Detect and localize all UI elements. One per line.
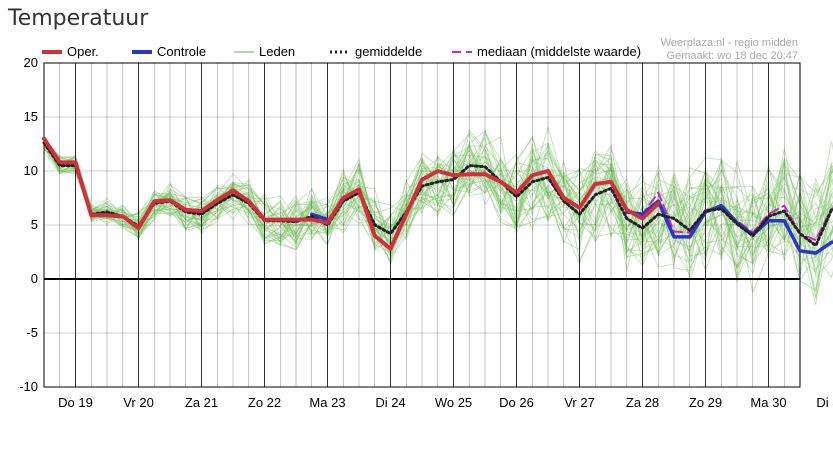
x-tick-label: Di 24	[375, 395, 405, 410]
series-line-oper	[42, 136, 661, 251]
x-tick-label: Wo 25	[435, 395, 472, 410]
member-line	[43, 139, 833, 267]
x-tick-label: Zo 29	[689, 395, 722, 410]
member-line	[43, 131, 833, 263]
legend-label: Leden	[259, 44, 295, 59]
y-tick-label: 5	[31, 217, 38, 232]
member-line	[43, 128, 833, 283]
member-line	[43, 136, 833, 275]
x-tick-label: Ma 23	[309, 395, 345, 410]
x-tick-label: Vr 20	[123, 395, 154, 410]
y-axis: 20 15 10 5 0 -5 -10	[19, 55, 38, 394]
x-axis-labels: Do 19 Vr 20 Za 21 Zo 22 Ma 23 Di 24 Wo 25 Do 26…	[58, 395, 833, 410]
legend-label: Controle	[157, 44, 206, 59]
member-line	[43, 137, 833, 263]
page-title: Temperatuur	[8, 6, 149, 31]
legend-label: Oper.	[67, 44, 99, 59]
plot-frame	[43, 62, 801, 388]
member-line	[43, 137, 833, 279]
temperature-chart: 20 15 10 5 0 -5 -10 Do 19 Vr 20 Za 21 Zo 22 Ma 23 D…	[0, 36, 833, 445]
member-line	[43, 144, 833, 272]
credit-line-1: Weerplaza.nl - regio midden	[661, 37, 798, 49]
x-tick-label: Za 28	[626, 395, 659, 410]
member-line	[43, 147, 833, 298]
member-line	[43, 130, 833, 241]
member-line	[43, 129, 833, 251]
legend-label: gemiddelde	[355, 44, 422, 59]
series-line-mediaan	[625, 191, 833, 242]
y-tick-label: 10	[24, 163, 38, 178]
member-line	[43, 137, 833, 276]
member-line	[43, 148, 833, 279]
x-tick-label: Vr 27	[564, 395, 595, 410]
member-line	[43, 144, 833, 275]
member-line	[43, 141, 833, 258]
member-line	[43, 135, 833, 281]
legend: Oper. Controle Leden gemiddelde mediaan (mid…	[42, 44, 641, 59]
member-line	[43, 147, 833, 271]
member-line	[43, 139, 833, 306]
credit-line-2: Gemaakt: wo 18 dec 20:47	[667, 50, 798, 62]
x-tick-label: Di 31	[816, 395, 833, 410]
member-line	[43, 139, 833, 277]
series-line-controle	[310, 199, 833, 255]
x-tick-label: Za 21	[185, 395, 218, 410]
gridlines	[43, 62, 801, 388]
member-line	[43, 139, 833, 265]
x-tick-label: Do 26	[499, 395, 534, 410]
member-line	[43, 140, 833, 274]
legend-label: mediaan (middelste waarde)	[477, 44, 641, 59]
x-tick-label: Zo 22	[248, 395, 281, 410]
y-tick-label: 0	[31, 271, 38, 286]
member-line	[43, 140, 833, 300]
member-line	[43, 148, 833, 295]
member-line	[43, 145, 833, 281]
member-line	[43, 138, 833, 264]
x-tick-label: Ma 30	[750, 395, 786, 410]
member-line	[43, 146, 833, 255]
y-tick-label: 20	[24, 55, 38, 70]
y-tick-label: 15	[24, 109, 38, 124]
member-line	[43, 136, 833, 266]
member-line	[43, 144, 833, 250]
member-lines	[43, 125, 833, 306]
series-lines	[42, 136, 833, 255]
y-tick-label: -5	[26, 325, 38, 340]
y-tick-label: -10	[19, 379, 38, 394]
member-line	[43, 133, 833, 259]
x-tick-label: Do 19	[58, 395, 93, 410]
